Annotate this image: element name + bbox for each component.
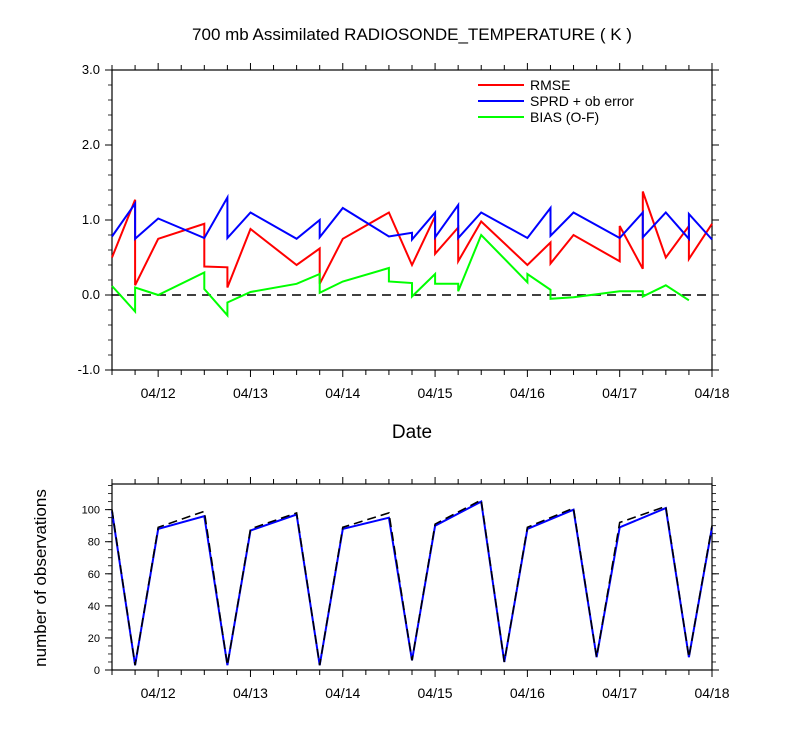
- chart-title: 700 mb Assimilated RADIOSONDE_TEMPERATUR…: [192, 25, 632, 44]
- x-tick-label: 04/18: [694, 385, 729, 401]
- legend-label: RMSE: [530, 77, 570, 93]
- x-tick-label: 04/17: [602, 385, 637, 401]
- y-tick-label: 80: [88, 537, 100, 549]
- y-tick-label: 20: [88, 633, 100, 645]
- y-tick-label: 0: [94, 665, 100, 677]
- x-tick-label: 04/15: [418, 385, 453, 401]
- x-axis-label: Date: [392, 422, 432, 443]
- series-line-bias-o-f: [111, 233, 690, 318]
- y-tick-label: 1.0: [82, 212, 100, 227]
- y-tick-label: 60: [88, 569, 100, 581]
- x-tick-label: 04/13: [233, 685, 268, 701]
- x-tick-label: 04/13: [233, 385, 268, 401]
- y-tick-label: 100: [82, 505, 100, 517]
- y-tick-label: -1.0: [78, 362, 100, 377]
- y-tick-label: 2.0: [82, 137, 100, 152]
- y-tick-label: 40: [88, 601, 100, 613]
- x-tick-label: 04/18: [694, 685, 729, 701]
- x-tick-label: 04/14: [325, 685, 360, 701]
- bottom-plot: 0 20 40 60 80 100 04/12 04/13 04/14 04/15 04/16 04/…: [82, 477, 730, 701]
- x-tick-label: 04/15: [418, 685, 453, 701]
- top-plot: -1.0 0.0 1.0 2.0 3.0 04/12 04/13 04/14 04/15 04/1…: [78, 62, 730, 401]
- x-tick-label: 04/16: [510, 685, 545, 701]
- y-tick-label: 0.0: [82, 287, 100, 302]
- x-tick-label: 04/17: [602, 685, 637, 701]
- legend-label: SPRD + ob error: [530, 93, 634, 109]
- x-tick-label: 04/16: [510, 385, 545, 401]
- x-tick-label: 04/12: [141, 385, 176, 401]
- series-line-sprd-ob-error: [111, 193, 713, 243]
- x-tick-label: 04/12: [141, 685, 176, 701]
- x-tick-label: 04/14: [325, 385, 360, 401]
- series-line-dashed: [111, 498, 713, 666]
- legend-label: BIAS (O-F): [530, 109, 599, 125]
- y-axis-label: number of observations: [31, 489, 50, 667]
- y-tick-label: 3.0: [82, 62, 100, 77]
